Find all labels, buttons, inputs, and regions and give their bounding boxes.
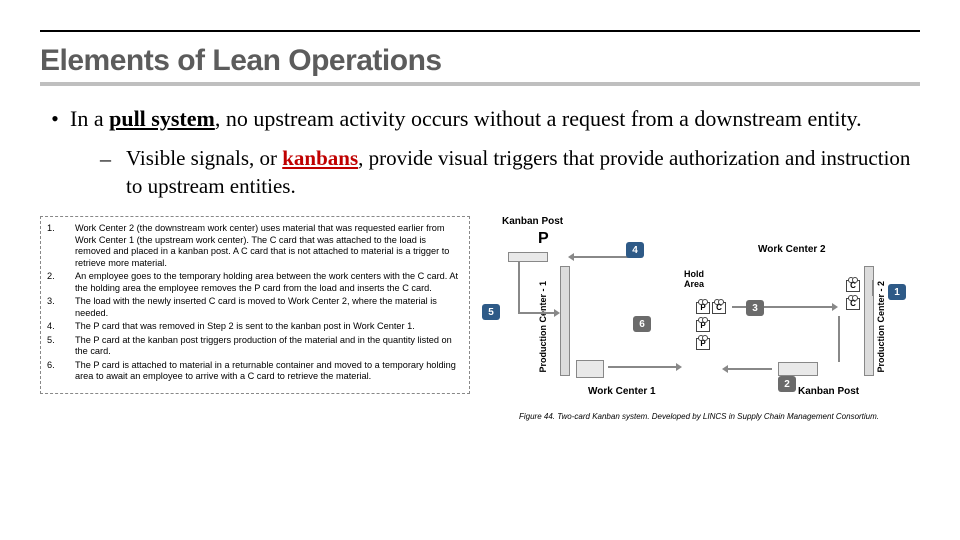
arrow-4: [574, 256, 634, 258]
marker-2: 2: [778, 376, 796, 392]
step-item: 6.The P card is attached to material in …: [47, 360, 461, 383]
card-p2: P: [696, 320, 710, 332]
card-c-hold: C: [712, 302, 726, 314]
step-number: 5.: [47, 335, 75, 358]
diagram-wrap: Kanban Post P Work Center 2 Work Center …: [478, 216, 920, 421]
card-c2: C: [846, 298, 860, 310]
arrow-1v: [872, 280, 874, 296]
figure-caption: Figure 44. Two-card Kanban system. Devel…: [478, 412, 920, 421]
arrow-2: [728, 368, 772, 370]
prod-bar-1: [560, 266, 570, 376]
steps-box: 1.Work Center 2 (the downstream work cen…: [40, 216, 470, 394]
step-text: The load with the newly inserted C card …: [75, 296, 461, 319]
step-number: 4.: [47, 321, 75, 333]
kanban-diagram: Kanban Post P Work Center 2 Work Center …: [478, 216, 920, 406]
sub-dash: –: [100, 144, 126, 201]
label-kanban-post-top: Kanban Post: [502, 216, 563, 227]
bullet-bold-term: pull system: [109, 106, 215, 131]
arrow-6: [608, 366, 676, 368]
label-wc2: Work Center 2: [758, 244, 826, 255]
label-kanban-post-bottom: Kanban Post: [798, 386, 859, 397]
step-item: 1.Work Center 2 (the downstream work cen…: [47, 223, 461, 269]
bullet-1: • In a pull system, no upstream activity…: [40, 104, 920, 134]
step-text: An employee goes to the temporary holdin…: [75, 271, 461, 294]
sub-bold-term: kanbans: [282, 146, 358, 170]
label-p-large: P: [538, 230, 549, 248]
step-item: 4.The P card that was removed in Step 2 …: [47, 321, 461, 333]
step-item: 5.The P card at the kanban post triggers…: [47, 335, 461, 358]
marker-6: 6: [633, 316, 651, 332]
bullet-prefix: In a: [70, 106, 109, 131]
marker-1: 1: [888, 284, 906, 300]
kanban-post-bottom-box: [778, 362, 818, 376]
label-hold-area: Hold Area: [684, 270, 704, 290]
card-c1: C: [846, 280, 860, 292]
arrow-2v: [838, 316, 840, 362]
step-text: Work Center 2 (the downstream work cente…: [75, 223, 461, 269]
label-wc1: Work Center 1: [588, 386, 656, 397]
steps-list: 1.Work Center 2 (the downstream work cen…: [47, 223, 461, 383]
step-item: 3.The load with the newly inserted C car…: [47, 296, 461, 319]
step-number: 6.: [47, 360, 75, 383]
sub-prefix: Visible signals, or: [126, 146, 282, 170]
content-row: 1.Work Center 2 (the downstream work cen…: [40, 216, 920, 421]
card-p1: P: [696, 302, 710, 314]
kanban-post-top-box: [508, 252, 548, 262]
step-item: 2.An employee goes to the temporary hold…: [47, 271, 461, 294]
arrow-5v: [518, 262, 520, 312]
step-number: 2.: [47, 271, 75, 294]
bullet-rest: , no upstream activity occurs without a …: [215, 106, 862, 131]
material-box: [576, 360, 604, 378]
step-text: The P card at the kanban post triggers p…: [75, 335, 461, 358]
step-number: 3.: [47, 296, 75, 319]
slide: Elements of Lean Operations • In a pull …: [0, 30, 960, 540]
sub-bullet-1: – Visible signals, or kanbans, provide v…: [40, 144, 920, 201]
bullet-dot: •: [40, 104, 70, 134]
marker-3: 3: [746, 300, 764, 316]
bullet-list: • In a pull system, no upstream activity…: [40, 104, 920, 200]
step-text: The P card that was removed in Step 2 is…: [75, 321, 461, 333]
card-p3: P: [696, 338, 710, 350]
marker-5: 5: [482, 304, 500, 320]
step-number: 1.: [47, 223, 75, 269]
label-pc1: Production Center - 1: [538, 281, 548, 373]
label-pc2: Production Center - 2: [876, 281, 886, 373]
step-text: The P card is attached to material in a …: [75, 360, 461, 383]
marker-4: 4: [626, 242, 644, 258]
arrow-5h: [518, 312, 554, 314]
slide-title: Elements of Lean Operations: [40, 38, 920, 86]
